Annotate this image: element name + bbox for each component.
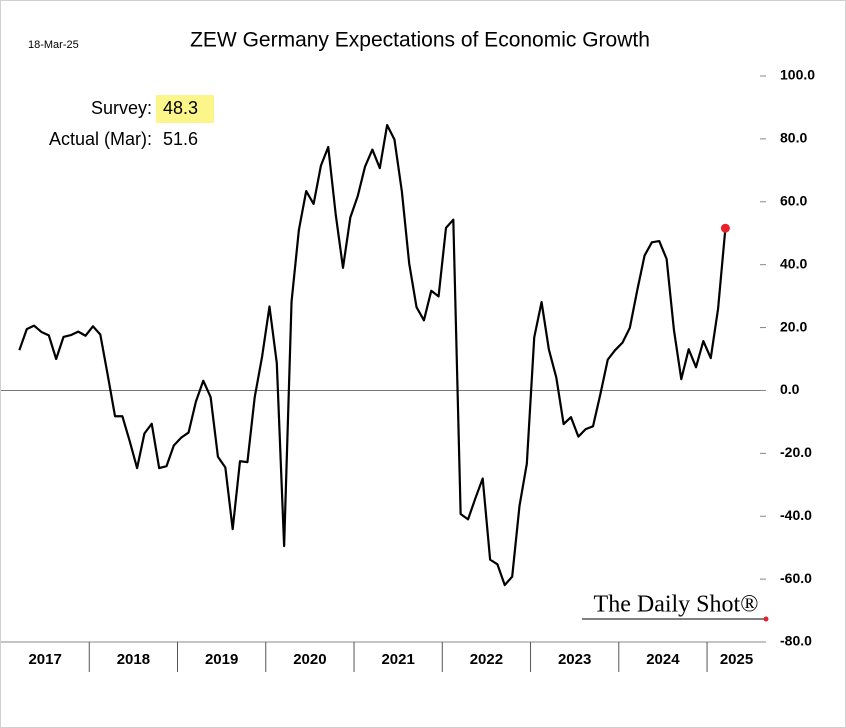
highlight-box bbox=[156, 95, 214, 123]
chart-title: ZEW Germany Expectations of Economic Gro… bbox=[190, 29, 650, 52]
y-tick-label: -60.0 bbox=[780, 570, 812, 586]
last-point bbox=[720, 223, 730, 233]
x-tick-label: 2022 bbox=[470, 651, 503, 668]
y-tick-label: -40.0 bbox=[780, 507, 812, 523]
y-tick-label: -80.0 bbox=[780, 633, 812, 649]
y-tick-label: 80.0 bbox=[780, 130, 807, 146]
line-series bbox=[18, 123, 727, 587]
x-tick-label: 2023 bbox=[558, 651, 591, 668]
y-tick-label: 40.0 bbox=[780, 255, 807, 271]
y-tick-label: 20.0 bbox=[780, 318, 807, 334]
x-tick-label: 2017 bbox=[28, 651, 61, 668]
annotation-value: 48.3 bbox=[163, 98, 198, 118]
x-tick-label: 2021 bbox=[381, 651, 414, 668]
annotation-label: Actual (Mar): bbox=[49, 129, 152, 149]
x-tick-label: 2019 bbox=[205, 651, 238, 668]
x-tick-label: 2024 bbox=[646, 651, 680, 668]
annotation-label: Survey: bbox=[91, 98, 152, 118]
y-tick-label: 60.0 bbox=[780, 192, 807, 208]
y-tick-label: -20.0 bbox=[780, 444, 812, 460]
y-tick-label: 100.0 bbox=[780, 67, 815, 83]
date-label: 18-Mar-25 bbox=[28, 39, 79, 51]
source-logo: The Daily Shot® bbox=[594, 592, 759, 618]
x-tick-label: 2025 bbox=[720, 651, 753, 668]
x-tick-label: 2020 bbox=[293, 651, 326, 668]
annotation-value: 51.6 bbox=[163, 129, 198, 149]
y-tick-label: 0.0 bbox=[780, 381, 800, 397]
logo-dot bbox=[763, 616, 769, 622]
x-tick-label: 2018 bbox=[117, 651, 150, 668]
